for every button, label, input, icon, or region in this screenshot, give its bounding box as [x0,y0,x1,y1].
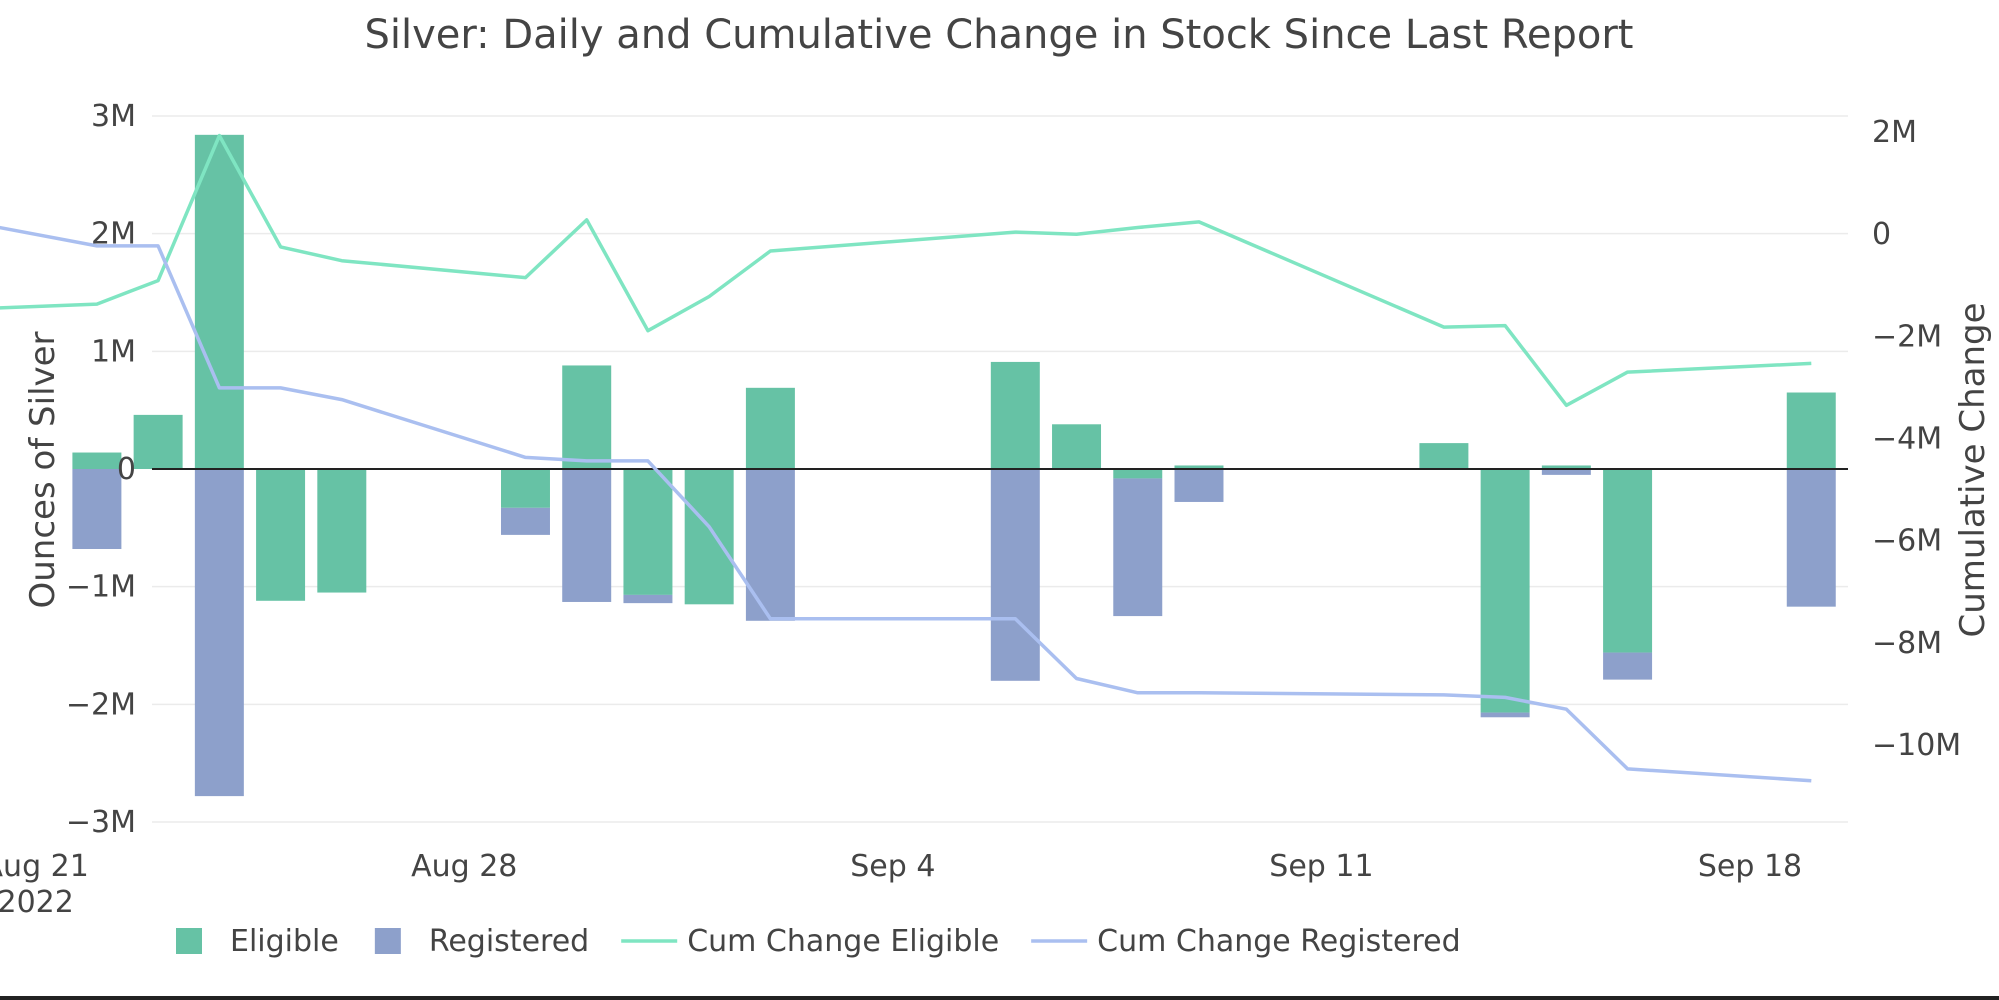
bar-eligible [684,469,734,605]
line-cum-change-registered [0,225,1812,783]
bar-registered [72,469,122,550]
legend-label-eligible: Eligible [230,924,339,959]
y2-axis-title: Cumulative Change [1953,302,1993,637]
gridlines [152,115,1848,823]
chart-title: Silver: Daily and Cumulative Change in S… [364,12,1633,58]
bar-eligible [1603,469,1653,653]
bar-registered [1113,478,1163,617]
x-tick-label: Sep 18 [1698,849,1802,884]
bar-eligible [1541,465,1591,469]
y-tick-label: 0 [117,452,136,487]
bar-eligible [317,469,367,593]
y-tick-label: −3M [66,805,136,840]
x-tick-label: Aug 28 [411,849,517,884]
bar-eligible [745,387,795,469]
y2-tick-label: 0 [1872,217,1891,252]
bar-eligible [72,452,122,469]
y2-tick-label: −10M [1872,728,1961,763]
bar-registered [194,469,244,797]
bottom-border [0,996,1999,1000]
bar-registered [1174,469,1224,502]
y2-tick-label: −6M [1872,524,1942,559]
y2-axis-ticks: 2M 0 −2M −4M −6M −8M −10M [1872,115,1961,763]
bar-eligible [500,469,550,508]
y-axis-ticks: 3M 2M 1M 0 −1M −2M −3M [66,99,136,840]
bar-eligible [1480,469,1530,713]
y2-tick-label: −2M [1872,319,1942,354]
legend-label-registered: Registered [429,924,589,959]
bar-registered [562,469,612,602]
cumulative-lines [0,133,1812,783]
y-tick-label: 1M [91,334,136,369]
legend-label-cum-change-registered: Cum Change Registered [1097,924,1460,959]
bar-eligible [1052,424,1102,469]
bar-eligible [133,414,183,469]
bar-registered [745,469,795,621]
bar-eligible [1174,465,1224,469]
bar-registered [500,507,550,535]
x-tick-label: Sep 4 [850,849,935,884]
y-tick-label: 3M [91,99,136,134]
bar-eligible [256,469,306,601]
y-axis-title: Ounces of Silver [23,331,63,608]
legend-swatch-eligible [176,928,202,954]
x-tick-year-label: 2022 [0,885,74,920]
bar-eligible [623,469,673,595]
y-tick-label: −2M [66,687,136,722]
bar-registered [1603,652,1653,680]
legend: Eligible Registered Cum Change Eligible Cum… [176,924,1461,959]
bar-eligible [1786,392,1836,469]
legend-label-cum-change-eligible: Cum Change Eligible [687,924,999,959]
bar-eligible [1113,469,1163,479]
y-tick-label: 2M [91,217,136,252]
bar-registered [1786,469,1836,607]
y2-tick-label: −4M [1872,421,1942,456]
bar-eligible [990,361,1040,469]
bar-eligible [1419,443,1469,469]
bar-registered [1541,469,1591,475]
bar-eligible [194,134,244,469]
y2-tick-label: −8M [1872,626,1942,661]
bar-registered [990,469,1040,681]
line-cum-change-eligible [0,133,1812,408]
bar-registered [623,594,673,604]
bar-registered [1480,712,1530,718]
legend-swatch-registered [374,928,401,954]
bars [72,134,1836,797]
y-tick-label: −1M [66,570,136,605]
x-tick-label: Aug 21 [0,849,89,884]
bar-eligible [562,365,612,469]
x-tick-label: Sep 11 [1269,849,1373,884]
y2-tick-label: 2M [1872,115,1917,150]
